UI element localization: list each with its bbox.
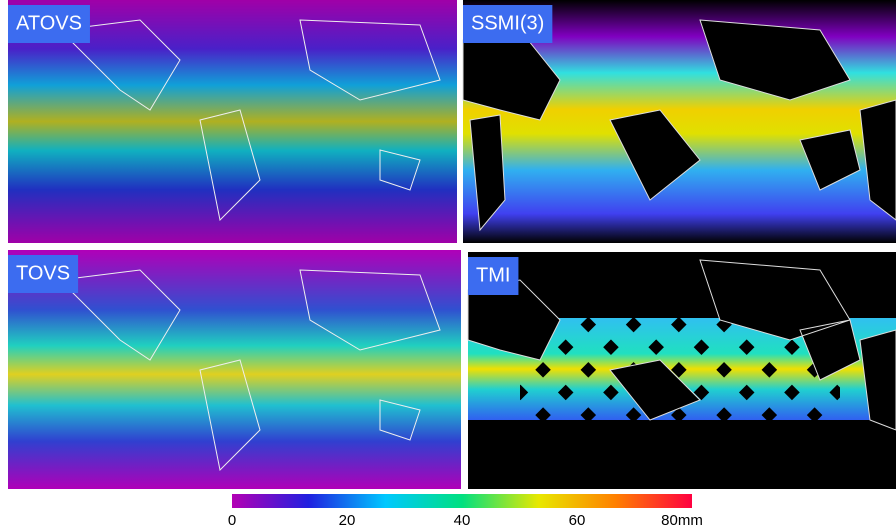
- colorbar: [232, 494, 692, 508]
- colorbar-tick-label: 40: [454, 512, 471, 529]
- figure: ATOVS SSMI(3) TOVS TMI 0 20 40 60 80mm: [0, 0, 896, 531]
- colorbar-tick-label: 0: [228, 512, 236, 529]
- colorbar-tick-label: 60: [569, 512, 586, 529]
- panel-label: ATOVS: [16, 12, 82, 34]
- panel-label: SSMI(3): [471, 12, 544, 34]
- map-tmi: [468, 252, 896, 489]
- colorbar-tick-label: 80mm: [661, 512, 703, 529]
- colorbar-tick-label: 20: [339, 512, 356, 529]
- panel-label: TMI: [476, 264, 510, 286]
- panel-label: TOVS: [16, 262, 70, 284]
